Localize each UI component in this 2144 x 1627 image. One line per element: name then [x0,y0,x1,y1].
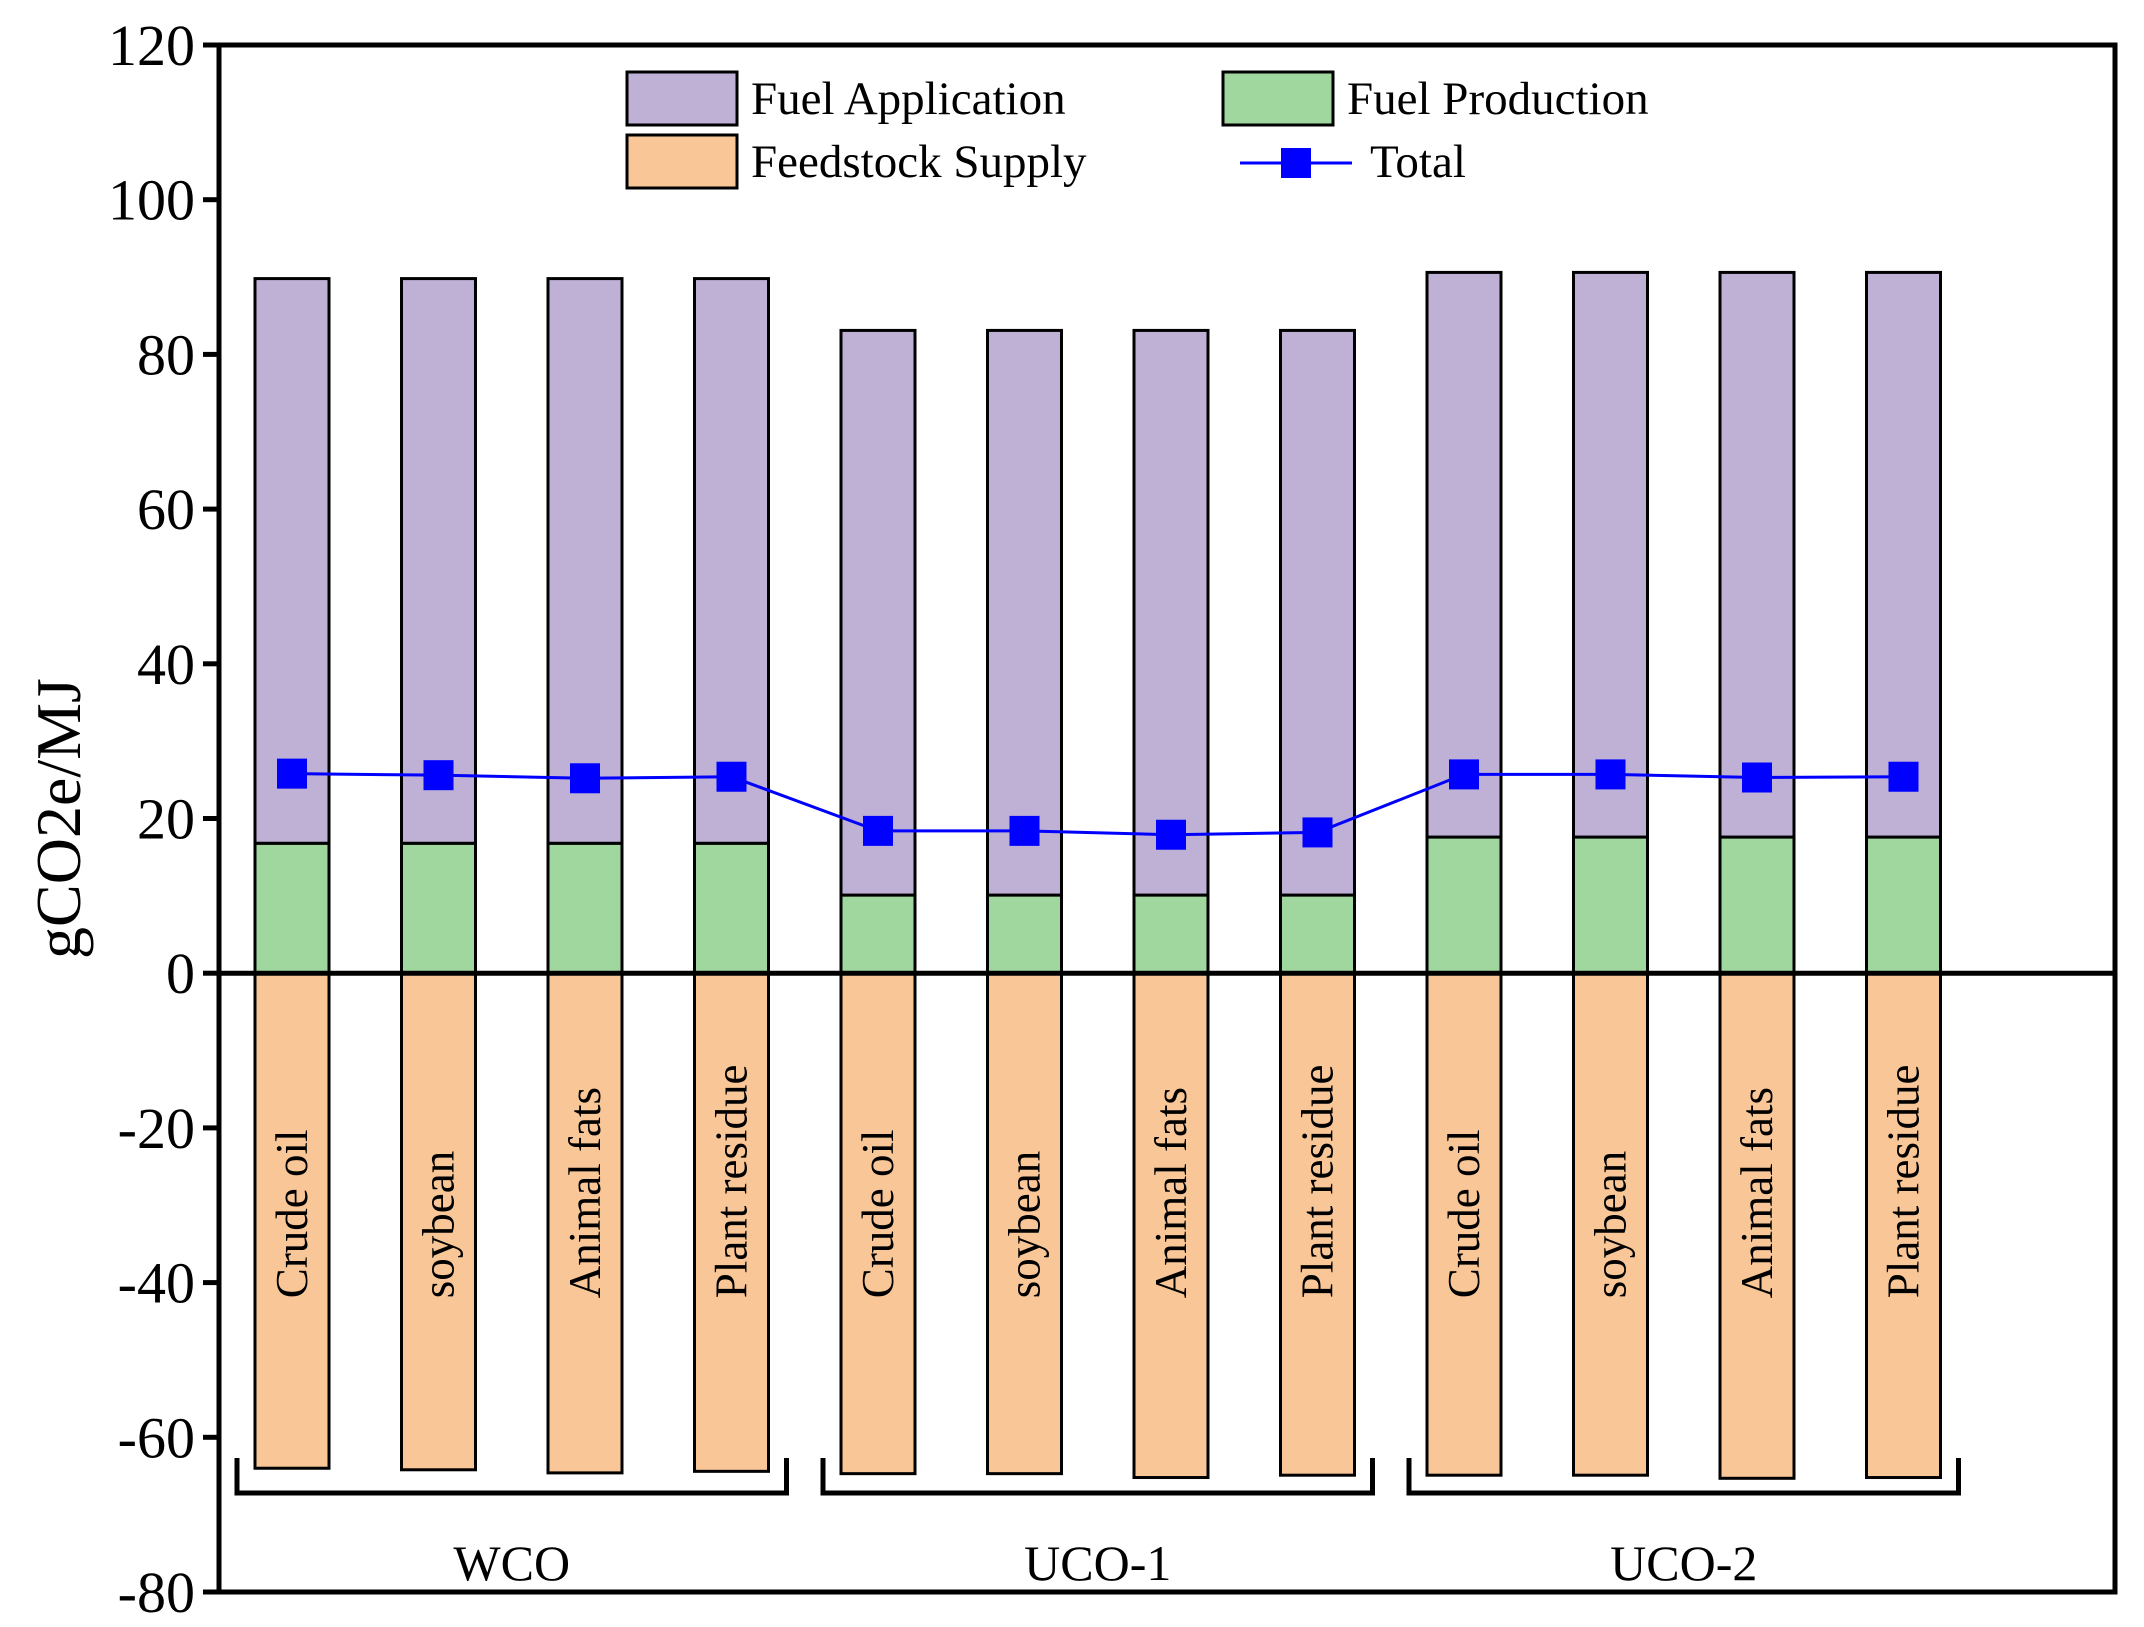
y-tick-label: 80 [137,322,195,387]
y-tick-label: -20 [118,1096,195,1161]
bar-fuel-application [546,277,624,845]
bar-fuel-production [839,893,917,975]
bar-feedstock-supply [839,971,917,1476]
y-tick-label: 20 [137,787,195,852]
group-label: UCO-2 [1610,1535,1757,1591]
bar-feedstock-supply [1718,971,1796,1480]
bar-feedstock-supply [400,971,477,1472]
bar-fuel-production [546,841,624,975]
category-label: Animal fats [560,1087,610,1298]
total-point [1009,815,1040,846]
bar-fuel-application [1132,328,1210,897]
bar-feedstock-supply [1132,971,1210,1480]
bar-fuel-production [1279,893,1356,975]
bar-feedstock-supply [1865,971,1942,1480]
bar-fuel-production [1718,835,1796,975]
bar-fuel-application [1425,270,1503,839]
bar-fuel-application [839,328,917,897]
bar-feedstock-supply [1572,971,1649,1477]
bar-fuel-production [1132,893,1210,975]
bar-fuel-production [1865,835,1942,975]
bar-fuel-application [986,328,1063,897]
category-label: Plant residue [1293,1064,1343,1298]
bar-fuel-production [400,841,477,975]
bar-fuel-application [693,277,770,845]
y-tick-label: 0 [166,941,195,1006]
total-point [570,763,600,794]
bar-labels-layer: Crude oil soybean Animal fats Plant residue… [267,1064,1929,1298]
y-tick-label: -60 [118,1405,195,1470]
total-series-line [291,772,1904,837]
total-point [1302,817,1333,848]
y-tick-label: 120 [108,13,195,78]
total-point [716,761,747,792]
bar-fuel-application [1718,270,1796,839]
category-label: Animal fats [1146,1087,1196,1298]
category-label: Crude oil [1439,1129,1489,1298]
total-point [863,815,893,846]
legend: Fuel Application Fuel Production Feedstock… [625,70,1649,190]
category-label: Crude oil [267,1129,317,1298]
bar-feedstock-supply [1425,971,1503,1477]
group-brackets-layer: WCO UCO-1 UCO-2 [234,1458,1961,1591]
total-point [1449,759,1479,790]
group-bracket [820,1458,1375,1496]
bar-fuel-production [1425,835,1503,975]
total-point [423,760,454,791]
legend-label: Feedstock Supply [751,136,1087,188]
total-point [1156,819,1186,850]
bar-feedstock-supply [693,971,770,1473]
bar-fuel-production [253,841,331,975]
legend-label: Fuel Application [751,73,1066,125]
category-label: Plant residue [707,1064,757,1298]
legend-label: Fuel Production [1347,73,1649,125]
category-label: Crude oil [853,1129,903,1298]
bar-feedstock-supply [986,971,1063,1476]
bars-layer [253,270,1942,1480]
y-tick-label: 100 [108,168,195,233]
category-label: soybean [1586,1151,1636,1298]
legend-swatch [625,70,739,127]
total-point [1888,761,1919,792]
total-line-layer [277,758,1919,850]
bar-fuel-application [253,277,331,845]
y-tick-label: -40 [118,1251,195,1316]
group-label: UCO-1 [1024,1535,1171,1591]
bar-fuel-application [1279,328,1356,897]
axes-layer: -80 -60 -40 -20 0 20 40 60 80 100 120 gCO2e/MJ [23,13,2118,1625]
bar-fuel-production [986,893,1063,975]
total-point [1595,759,1626,790]
category-label: soybean [414,1151,464,1298]
y-tick-label: 40 [137,632,195,697]
bar-fuel-application [400,277,477,845]
y-tick-label: 60 [137,477,195,542]
bar-feedstock-supply [1279,971,1356,1477]
y-axis-title: gCO2e/MJ [23,678,94,959]
legend-label: Total [1370,136,1466,188]
group-bracket [234,1458,789,1496]
legend-swatch [625,133,739,190]
y-tick-label: -80 [118,1560,195,1625]
bar-fuel-production [693,841,770,975]
bar-fuel-application [1865,270,1942,839]
category-label: soybean [1000,1151,1050,1298]
group-bracket [1406,1458,1961,1496]
category-label: Plant residue [1879,1064,1929,1298]
bar-feedstock-supply [253,971,331,1470]
total-point [277,758,307,789]
category-label: Animal fats [1732,1087,1782,1298]
bar-fuel-application [1572,270,1649,839]
legend-marker [1281,148,1311,178]
bar-fuel-production [1572,835,1649,975]
group-label: WCO [453,1535,570,1591]
legend-swatch [1221,70,1335,127]
total-point [1742,762,1772,793]
